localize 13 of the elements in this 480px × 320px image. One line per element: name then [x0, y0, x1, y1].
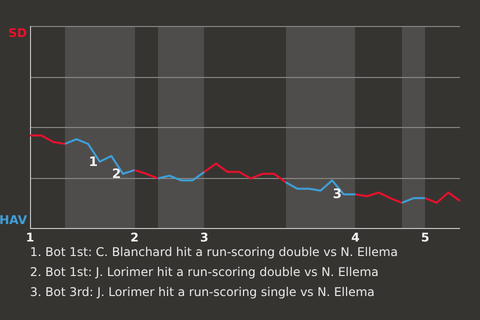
- x-tick-label: 1: [26, 230, 34, 244]
- x-tick-label: 2: [130, 230, 139, 244]
- x-tick-label: 4: [351, 230, 360, 244]
- text: 3. Bot 3rd: J. Lorimer hit a run-scoring single vs N. Ellema: [30, 284, 376, 301]
- text: SD: [8, 26, 28, 40]
- text: 1. Bot 1st: C. Blanchard hit a run-scoring double vs N. Ellema: [30, 245, 398, 259]
- annotation: 1: [88, 154, 98, 170]
- text: HAV: [0, 213, 28, 228]
- text: 2. Bot 1st: J. Lorimer hit a run-scoring double vs N. Ellema: [30, 264, 380, 281]
- x-tick-label: 5: [420, 230, 430, 244]
- annotation: 2: [112, 166, 122, 182]
- x-tick-label: 3: [200, 230, 209, 244]
- annotation: 3: [332, 187, 342, 202]
